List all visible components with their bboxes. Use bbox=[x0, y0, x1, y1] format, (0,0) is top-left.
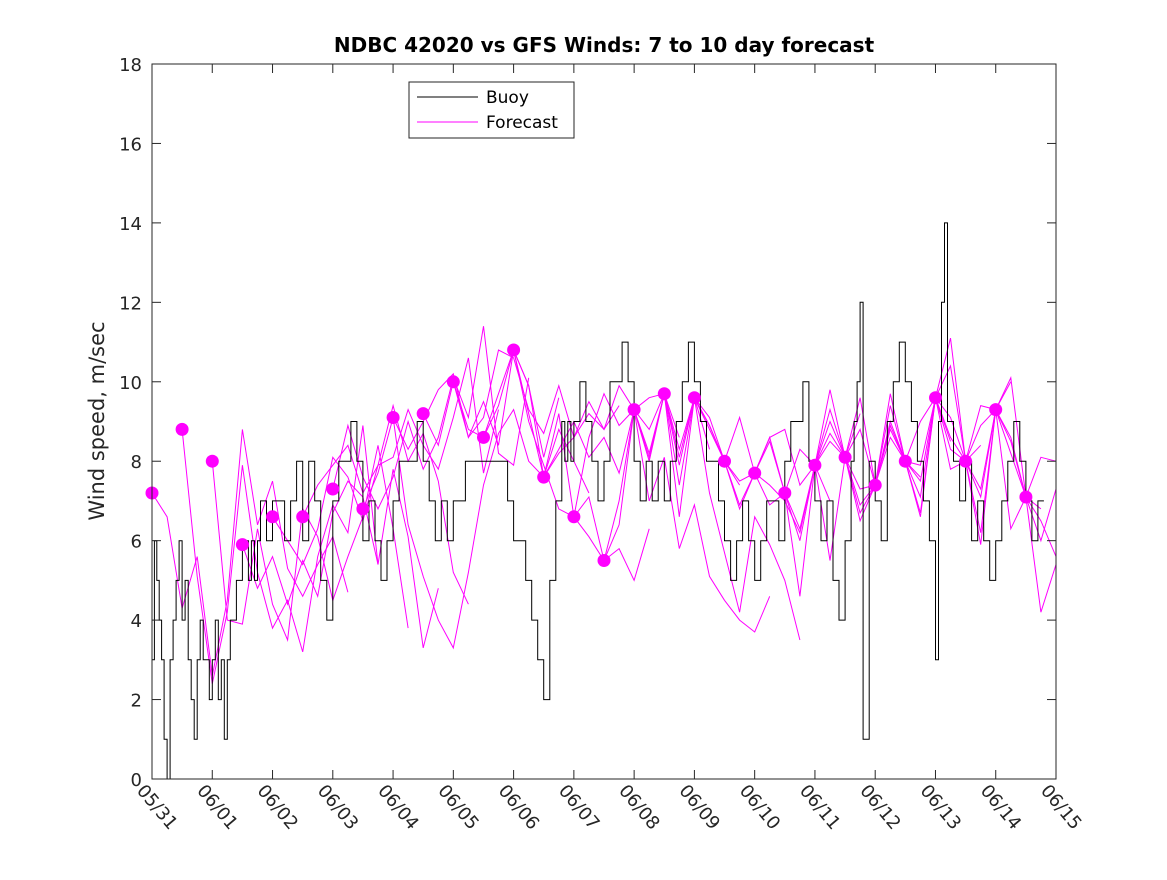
forecast-line-15 bbox=[573, 392, 771, 633]
y-tick-label: 2 bbox=[131, 691, 142, 712]
forecast-point bbox=[1019, 490, 1033, 504]
forecast-line-3 bbox=[211, 445, 409, 642]
forecast-point bbox=[778, 486, 792, 500]
forecast-point bbox=[416, 407, 430, 421]
forecast-point bbox=[386, 411, 400, 424]
chart-title: NDBC 42020 vs GFS Winds: 7 to 10 day for… bbox=[334, 33, 875, 57]
forecast-point bbox=[266, 510, 279, 524]
y-tick-label: 18 bbox=[119, 55, 142, 76]
forecast-line-4 bbox=[241, 469, 439, 649]
plot-area bbox=[152, 64, 1056, 779]
x-tick-label: 06/05 bbox=[433, 781, 482, 834]
forecast-line-26 bbox=[904, 395, 1057, 545]
forecast-point bbox=[507, 343, 521, 357]
forecast-point bbox=[477, 430, 490, 444]
forecast-point bbox=[235, 538, 249, 552]
forecast-point bbox=[326, 482, 340, 496]
legend: Buoy Forecast bbox=[408, 81, 575, 139]
y-tick-label: 8 bbox=[131, 452, 142, 473]
forecast-point bbox=[296, 510, 310, 524]
legend-forecast-label: Forecast bbox=[486, 113, 558, 133]
x-tick-label: 06/06 bbox=[494, 781, 543, 834]
y-tick-label: 4 bbox=[131, 611, 142, 632]
x-tick-label: 06/12 bbox=[855, 781, 904, 834]
forecast-point bbox=[356, 502, 370, 516]
forecast-point bbox=[838, 450, 852, 464]
forecast-point bbox=[898, 454, 912, 468]
forecast-point bbox=[808, 458, 822, 472]
forecast-line-9 bbox=[392, 408, 590, 650]
forecast-point bbox=[989, 403, 1003, 417]
y-tick-label: 6 bbox=[131, 532, 142, 553]
forecast-point bbox=[868, 478, 882, 492]
x-tick-label: 06/04 bbox=[373, 781, 422, 834]
y-axis-label: Wind speed, m/sec bbox=[85, 321, 109, 520]
x-tick-label: 06/08 bbox=[614, 781, 663, 834]
buoy-line bbox=[152, 222, 1044, 780]
x-tick-label: 06/13 bbox=[916, 781, 965, 834]
x-tick-label: 06/09 bbox=[675, 781, 724, 834]
forecast-point bbox=[959, 454, 973, 468]
axes-box bbox=[151, 63, 1057, 780]
x-tick-label: 06/01 bbox=[192, 781, 241, 834]
y-tick-label: 10 bbox=[119, 373, 142, 394]
x-tick-label: 06/11 bbox=[795, 781, 844, 834]
y-tick-label: 12 bbox=[119, 293, 142, 314]
x-tick-label: 06/03 bbox=[313, 781, 362, 834]
x-tick-label: 06/15 bbox=[1036, 781, 1085, 834]
forecast-point bbox=[627, 403, 641, 417]
forecast-point bbox=[175, 422, 189, 436]
forecast-point bbox=[718, 454, 731, 468]
legend-box bbox=[408, 81, 575, 139]
forecast-point bbox=[687, 391, 701, 405]
forecast-line-28 bbox=[965, 376, 1057, 557]
forecast-point bbox=[748, 466, 762, 480]
series-layer bbox=[145, 222, 1057, 780]
y-tick-label: 16 bbox=[119, 134, 142, 155]
forecast-point bbox=[537, 470, 551, 484]
legend-buoy-label: Buoy bbox=[486, 88, 529, 108]
forecast-line-13 bbox=[513, 349, 710, 563]
forecast-line-11 bbox=[452, 348, 650, 582]
forecast-line-12 bbox=[483, 349, 680, 479]
forecast-point bbox=[446, 375, 460, 389]
x-tick-label: 06/02 bbox=[253, 781, 302, 834]
forecast-line-7 bbox=[332, 326, 530, 511]
x-tick-label: 06/14 bbox=[976, 781, 1025, 834]
forecast-line-23 bbox=[814, 337, 1012, 514]
forecast-point bbox=[929, 391, 942, 405]
x-tick-label: 06/10 bbox=[735, 781, 784, 834]
y-tick-label: 0 bbox=[131, 770, 142, 791]
forecast-line-2 bbox=[181, 425, 379, 684]
y-tick-label: 14 bbox=[119, 214, 142, 235]
x-tick-label: 06/07 bbox=[554, 781, 603, 834]
forecast-point bbox=[567, 510, 581, 524]
forecast-point bbox=[205, 454, 219, 468]
x-tick-label: 05/31 bbox=[132, 781, 181, 834]
forecast-point bbox=[597, 554, 611, 567]
forecast-point bbox=[657, 387, 671, 401]
